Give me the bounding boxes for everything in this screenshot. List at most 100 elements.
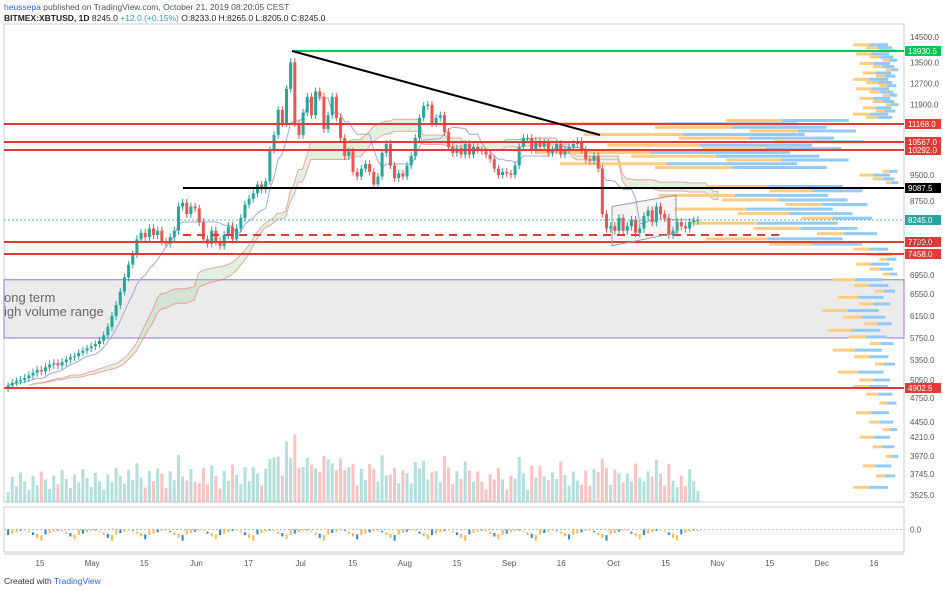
oscillator-bar	[688, 529, 691, 532]
candle-body	[222, 235, 226, 246]
candle	[388, 140, 392, 170]
volume-bar	[667, 464, 671, 502]
main-pane	[3, 23, 905, 503]
volume-profile-bar-up	[891, 454, 899, 458]
volume-profile-bar-down	[607, 143, 700, 147]
volume-profile-bar-up	[800, 226, 858, 230]
oscillator-bar	[368, 529, 371, 533]
time-axis-tick: 15	[765, 559, 774, 568]
volume-bar	[405, 473, 409, 502]
price-axis-tick: 5050.0	[910, 376, 935, 385]
oscillator-bar	[576, 529, 579, 534]
oscillator-bar	[106, 533, 109, 538]
volume-profile-bar-up	[882, 65, 895, 69]
oscillator-bar	[526, 532, 529, 536]
candle-body	[314, 91, 318, 116]
price-level-label: 10567.0	[908, 138, 937, 147]
oscillator-bar	[439, 529, 442, 533]
volume-profile-bar-up	[847, 309, 879, 313]
time-axis-tick: Sep	[502, 559, 517, 568]
candle	[143, 228, 147, 242]
oscillator-bar	[667, 532, 670, 536]
candle	[326, 111, 330, 133]
price-axis-tick: 6950.0	[910, 271, 935, 280]
volume-profile-bar-down	[862, 71, 876, 75]
candle	[73, 352, 77, 361]
candle-body	[343, 138, 347, 157]
volume-profile-bar-up	[868, 247, 889, 251]
oscillator-bar	[655, 529, 658, 531]
volume-profile-bar-down	[852, 485, 869, 489]
volume-bar	[688, 469, 692, 502]
volume-bar	[6, 492, 10, 502]
oscillator-bar	[505, 529, 508, 534]
candle	[243, 200, 247, 222]
candle-body	[417, 117, 421, 139]
volume-bar	[152, 481, 156, 502]
candle-body	[168, 237, 172, 244]
candle	[230, 222, 234, 244]
candle-body	[401, 173, 405, 177]
candle	[210, 226, 214, 248]
candle-body	[305, 96, 309, 113]
volume-profile-bar-down	[631, 154, 716, 158]
candle	[334, 92, 338, 122]
candle	[596, 152, 600, 173]
oscillator-bar	[152, 529, 155, 534]
candle-body	[692, 220, 696, 222]
candle-body	[230, 226, 234, 240]
publish-text: published on TradingView.com, October 21…	[43, 2, 290, 12]
time-axis-tick: 17	[244, 559, 253, 568]
oscillator-bar	[551, 529, 554, 531]
volume-profile-bar-down	[879, 401, 887, 405]
volume-profile-bar-up	[889, 272, 898, 276]
candle	[23, 373, 27, 384]
oscillator-bar	[40, 535, 43, 541]
price-axis-tick: 9500.0	[910, 171, 935, 180]
volume-profile-bar-down	[866, 46, 878, 50]
price-level-label: 4902.5	[908, 384, 933, 393]
volume-bar	[56, 484, 60, 502]
volume-profile-bar-down	[882, 93, 890, 97]
volume-bar	[264, 468, 268, 502]
oscillator-bar	[605, 535, 608, 541]
candle-body	[642, 216, 646, 229]
candle-body	[413, 138, 417, 157]
oscillator-bar	[455, 532, 458, 536]
candle-body	[27, 375, 31, 378]
volume-bar	[675, 487, 679, 502]
candle-body	[243, 204, 247, 218]
publisher-name[interactable]: heussepa	[4, 2, 41, 12]
price-level-label: 10292.0	[908, 146, 937, 155]
oscillator-bar	[123, 529, 126, 532]
candle	[185, 198, 189, 218]
candle-body	[679, 221, 683, 227]
candle-body	[355, 171, 359, 177]
volume-profile-bar-down	[852, 43, 869, 47]
candle	[52, 359, 56, 369]
volume-profile-bar-up	[891, 68, 899, 72]
volume-profile-bar-down	[879, 84, 887, 88]
candle-body	[683, 226, 687, 229]
candle-body	[235, 228, 239, 240]
volume-profile-bar-up	[734, 193, 828, 197]
oscillator-bar	[497, 534, 500, 540]
oscillator-bar	[140, 533, 143, 537]
oscillator-bar	[23, 529, 26, 531]
oscillator-bar	[684, 529, 687, 533]
volume-profile-bar-down	[822, 309, 848, 313]
volume-profile-bar-up	[877, 80, 893, 84]
candle-body	[147, 228, 151, 238]
tradingview-logo-link[interactable]: TradingView	[53, 576, 101, 586]
price-axis-tick: 4210.0	[910, 433, 935, 442]
volume-bar	[480, 481, 484, 502]
price-axis-tick: 4450.0	[910, 418, 935, 427]
oscillator-bar	[472, 529, 475, 533]
oscillator-bar	[131, 530, 134, 532]
volume-bar	[617, 473, 621, 502]
volume-profile-bar-down	[885, 454, 892, 458]
volume-bar	[438, 482, 442, 502]
candle-body	[688, 221, 692, 229]
last-price: 8245.0	[91, 13, 118, 23]
